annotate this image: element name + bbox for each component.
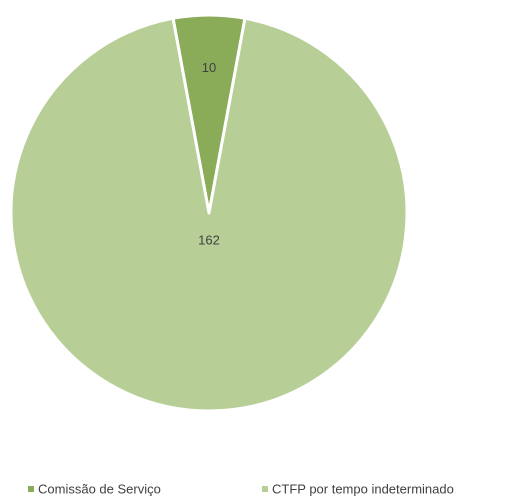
legend-swatch — [28, 486, 34, 492]
data-label: 10 — [202, 60, 216, 75]
legend-swatch — [262, 486, 268, 492]
legend-label: Comissão de Serviço — [38, 481, 161, 496]
pie-slice — [9, 16, 409, 413]
legend-label: CTFP por tempo indeterminado — [272, 481, 454, 496]
data-label: 162 — [198, 232, 220, 247]
